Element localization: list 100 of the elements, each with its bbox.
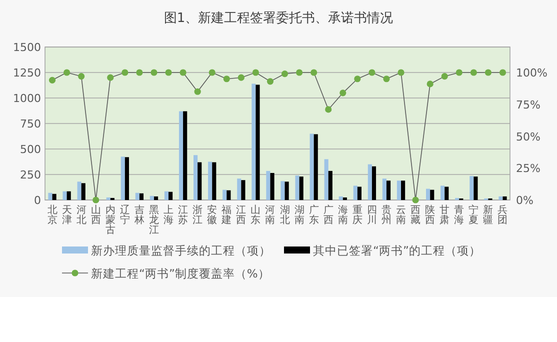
x-tick-label: 北京: [47, 204, 58, 226]
bar: [135, 192, 140, 200]
bar: [139, 193, 144, 200]
point: [165, 69, 172, 76]
point: [340, 90, 346, 96]
x-tick-label: 兵团: [498, 204, 508, 226]
point: [238, 74, 244, 81]
bar: [382, 178, 386, 200]
x-tick-label: 广东: [308, 204, 319, 226]
y-tick-label: 500: [20, 143, 41, 156]
y2-tick-label: 0%: [516, 194, 534, 207]
point: [456, 69, 462, 76]
bar: [66, 191, 71, 200]
legend-label: 新办理质量监督手续的工程（项）: [91, 244, 271, 258]
bar: [498, 196, 503, 200]
point: [136, 69, 143, 76]
x-tick-label: 上海: [164, 204, 174, 226]
x-tick-label: 安徽: [207, 204, 218, 226]
bar: [183, 111, 188, 200]
x-tick-label: 广西: [323, 204, 334, 226]
bar: [284, 182, 289, 200]
bar: [299, 176, 304, 200]
bar: [237, 178, 242, 200]
bar: [222, 190, 227, 200]
point: [325, 106, 332, 113]
point: [92, 196, 100, 204]
bar: [198, 162, 202, 200]
y-tick-label: 1250: [13, 66, 41, 80]
bar: [386, 180, 391, 200]
x-tick-label: 江苏: [178, 204, 188, 226]
bar: [401, 180, 406, 200]
x-tick-label: 云南: [396, 205, 406, 226]
bar: [52, 194, 56, 200]
x-tick-label: 黑龙江: [148, 205, 159, 236]
bar: [470, 176, 474, 200]
bar: [154, 196, 158, 200]
point: [48, 76, 56, 84]
x-tick-label: 天津: [62, 205, 72, 226]
bar: [194, 155, 198, 200]
point: [412, 196, 419, 204]
y-tick-label: 750: [20, 118, 41, 130]
x-tick-label: 重庆: [352, 204, 362, 226]
point: [470, 69, 477, 76]
bar: [280, 181, 285, 200]
x-tick-label: 辽宁: [120, 204, 130, 226]
bar: [357, 186, 362, 200]
point: [354, 76, 361, 82]
bar: [168, 192, 173, 200]
x-tick-label: 宁夏: [468, 204, 479, 226]
point: [150, 69, 158, 76]
point: [107, 74, 114, 81]
x-tick-label: 贵州: [381, 204, 392, 226]
bar: [226, 190, 231, 200]
point: [281, 70, 288, 78]
point: [398, 69, 404, 76]
bar: [208, 162, 212, 200]
x-tick-label: 福建: [220, 204, 232, 226]
x-tick-label: 青海: [454, 204, 464, 226]
bar: [324, 159, 328, 200]
x-tick-label: 山东: [250, 204, 261, 226]
y2-tick-label: 50%: [516, 130, 540, 144]
bar: [164, 191, 169, 200]
point: [426, 80, 434, 88]
bar: [396, 180, 402, 200]
y2-tick-label: 100%: [516, 66, 548, 80]
bar: [444, 186, 449, 200]
x-tick-label: 海南: [338, 204, 348, 226]
legend-label: 其中已签署“两书”的工程（项）: [313, 244, 481, 258]
bar: [124, 157, 129, 200]
chart-title: 图1、新建工程签署委托书、承诺书情况: [164, 11, 394, 26]
bar: [256, 84, 260, 200]
bar: [310, 134, 314, 200]
bar: [212, 162, 216, 200]
bar: [342, 197, 347, 200]
bar: [440, 186, 445, 200]
y-tick-label: 250: [20, 168, 41, 182]
x-tick-label: 湖北: [280, 204, 290, 226]
point: [122, 69, 128, 76]
point: [208, 69, 216, 76]
x-tick-label: 江西: [236, 204, 246, 226]
x-tick-label: 湖南: [294, 204, 304, 226]
legend-label: 新建工程“两书”制度覆盖率（%）: [91, 266, 270, 280]
x-tick-label: 新疆: [483, 204, 494, 226]
bar: [502, 196, 507, 200]
point: [63, 69, 70, 76]
bar: [266, 170, 270, 200]
point: [266, 78, 274, 85]
bar: [150, 196, 154, 200]
point: [484, 69, 492, 76]
y-tick-label: 1000: [13, 92, 41, 105]
bar: [120, 156, 125, 200]
point: [499, 69, 506, 76]
x-tick-label: 山西: [90, 204, 101, 226]
x-tick-label: 四川: [366, 205, 377, 226]
point: [383, 76, 390, 82]
point: [223, 76, 230, 82]
x-tick-label: 内蒙古: [105, 204, 116, 236]
x-tick-label: 吉林: [133, 204, 144, 226]
point: [310, 69, 318, 76]
bar: [81, 183, 86, 200]
